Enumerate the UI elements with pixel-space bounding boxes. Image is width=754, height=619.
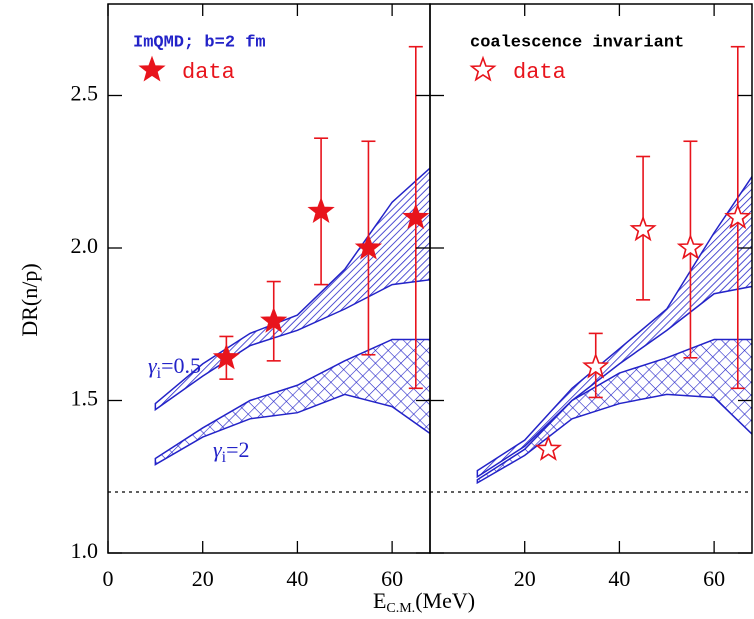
x-tick-label: 60 <box>703 566 725 591</box>
band-label: γi=2 <box>213 437 250 466</box>
legend-marker <box>138 55 166 82</box>
y-tick-label: 1.5 <box>71 386 99 411</box>
band-label-symbol: γ <box>148 353 158 378</box>
data-point <box>260 306 288 333</box>
y-tick-label: 2.0 <box>71 233 99 258</box>
data-point <box>582 352 610 379</box>
legend-title: coalescence invariant <box>470 33 684 52</box>
data-point <box>354 233 383 260</box>
band-label-symbol: γ <box>213 437 223 462</box>
band-label-tail: =0.5 <box>161 353 201 378</box>
x-tick-label: 20 <box>514 566 536 591</box>
band-label-sub: i <box>222 449 227 466</box>
plot-area <box>476 175 752 485</box>
x-tick-label: 40 <box>608 566 630 591</box>
band <box>154 167 430 412</box>
legend-label: data <box>513 60 566 85</box>
plot-frame <box>429 3 753 554</box>
band <box>154 338 430 466</box>
data-point <box>676 233 705 260</box>
y-axis-label: DR(n/p) <box>17 263 42 336</box>
x-tick-label: 60 <box>381 566 403 591</box>
band-label: γi=0.5 <box>148 353 201 382</box>
band-label-sub: i <box>157 365 162 382</box>
legend-marker <box>469 55 497 82</box>
band <box>476 338 752 485</box>
legend-title: ImQMD; b=2 fm <box>133 33 266 52</box>
legend-label: data <box>182 60 235 85</box>
data-point <box>307 197 335 223</box>
data-point <box>402 203 430 230</box>
x-tick-label: 40 <box>286 566 308 591</box>
x-tick-label: 20 <box>192 566 214 591</box>
data-point <box>212 343 241 370</box>
y-tick-label: 2.5 <box>71 81 99 106</box>
x-axis-label-sub: C.M. <box>386 601 415 616</box>
x-axis-label-tail: (MeV) <box>415 588 475 613</box>
data-point <box>724 203 752 230</box>
plot-area <box>154 167 430 466</box>
x-axis-label: EC.M.(MeV) <box>373 588 475 616</box>
band-label-tail: =2 <box>226 437 249 462</box>
data-point <box>629 215 657 242</box>
x-tick-label: 0 <box>103 566 114 591</box>
data-point <box>534 434 563 461</box>
y-tick-label: 1.0 <box>71 538 99 563</box>
x-axis-label-main: E <box>373 588 386 613</box>
band <box>476 175 752 479</box>
